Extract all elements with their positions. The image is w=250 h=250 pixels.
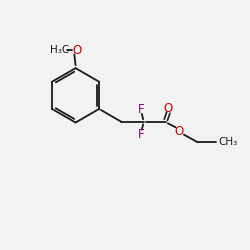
Text: H₃C: H₃C bbox=[50, 45, 69, 55]
Text: O: O bbox=[73, 44, 82, 57]
Text: O: O bbox=[164, 102, 173, 115]
Text: F: F bbox=[138, 128, 145, 141]
Text: CH₃: CH₃ bbox=[219, 137, 238, 147]
Text: O: O bbox=[175, 125, 184, 138]
Text: F: F bbox=[138, 103, 145, 116]
